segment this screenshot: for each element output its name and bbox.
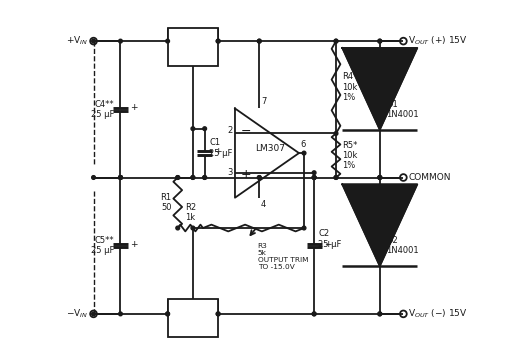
Text: COMMON: COMMON — [409, 173, 451, 182]
Circle shape — [312, 312, 316, 316]
Text: C5**
25 µF: C5** 25 µF — [91, 236, 115, 255]
Circle shape — [334, 39, 338, 43]
Circle shape — [378, 176, 382, 179]
Circle shape — [92, 176, 95, 179]
Circle shape — [312, 176, 316, 179]
Circle shape — [334, 39, 338, 43]
Polygon shape — [342, 48, 417, 130]
Circle shape — [312, 176, 316, 179]
Circle shape — [191, 226, 195, 230]
Circle shape — [176, 226, 179, 230]
Text: C1
25 µF: C1 25 µF — [209, 138, 232, 158]
Text: R2
1k: R2 1k — [185, 203, 196, 222]
Circle shape — [166, 312, 169, 316]
Text: -15: -15 — [185, 49, 201, 58]
Text: OUT: OUT — [200, 32, 216, 41]
Text: C2
25 µF: C2 25 µF — [318, 229, 342, 248]
Circle shape — [334, 132, 338, 135]
Text: GND: GND — [184, 323, 202, 332]
Text: V$_{OUT}$ (−) 15V: V$_{OUT}$ (−) 15V — [409, 308, 468, 320]
Text: LM340T: LM340T — [174, 37, 211, 45]
Text: LM7915CT: LM7915CT — [168, 313, 218, 323]
Bar — [168, 28, 218, 66]
Circle shape — [119, 176, 122, 179]
Text: C4**
25 µF: C4** 25 µF — [91, 100, 115, 119]
Circle shape — [191, 127, 195, 131]
Text: R1
50: R1 50 — [161, 193, 172, 212]
Circle shape — [258, 39, 261, 43]
Circle shape — [216, 312, 220, 316]
Text: GND: GND — [184, 52, 202, 61]
Circle shape — [378, 312, 382, 316]
Circle shape — [258, 39, 261, 43]
Circle shape — [203, 176, 206, 179]
Circle shape — [176, 176, 179, 179]
Circle shape — [203, 176, 206, 179]
Circle shape — [119, 312, 122, 316]
Text: 4: 4 — [261, 200, 266, 209]
Circle shape — [203, 127, 206, 131]
Circle shape — [378, 176, 382, 179]
Circle shape — [378, 312, 382, 316]
Circle shape — [119, 176, 122, 179]
Circle shape — [334, 176, 338, 179]
Text: 3: 3 — [227, 168, 232, 177]
Text: +V$_{IN}$: +V$_{IN}$ — [66, 35, 89, 47]
Text: −: − — [241, 125, 251, 138]
Circle shape — [191, 176, 195, 179]
Circle shape — [216, 39, 220, 43]
Text: R5*
10k
1%: R5* 10k 1% — [342, 141, 357, 170]
Text: −V$_{IN}$: −V$_{IN}$ — [66, 308, 89, 320]
Polygon shape — [342, 184, 417, 266]
Circle shape — [302, 226, 306, 230]
Text: R4*
10k
1%: R4* 10k 1% — [342, 72, 357, 102]
Text: +: + — [130, 240, 138, 248]
Text: 6: 6 — [301, 140, 306, 149]
Circle shape — [378, 39, 382, 43]
Text: +: + — [130, 103, 138, 112]
Circle shape — [176, 176, 179, 179]
Text: +: + — [214, 147, 222, 156]
Circle shape — [119, 39, 122, 43]
Circle shape — [166, 39, 169, 43]
Circle shape — [302, 151, 306, 155]
Text: 2: 2 — [227, 126, 232, 135]
Circle shape — [258, 176, 261, 179]
Circle shape — [191, 176, 195, 179]
Text: 7: 7 — [261, 97, 266, 106]
Text: LM307: LM307 — [256, 143, 285, 153]
Circle shape — [334, 176, 338, 179]
Text: D1
1N4001: D1 1N4001 — [386, 100, 418, 119]
Text: IN: IN — [170, 32, 177, 41]
Circle shape — [92, 39, 95, 43]
Circle shape — [312, 171, 316, 175]
Circle shape — [378, 39, 382, 43]
Circle shape — [216, 312, 220, 316]
Circle shape — [312, 176, 316, 179]
Text: V$_{OUT}$ (+) 15V: V$_{OUT}$ (+) 15V — [409, 35, 468, 47]
Circle shape — [312, 312, 316, 316]
Circle shape — [119, 176, 122, 179]
Circle shape — [92, 312, 95, 316]
Text: +: + — [241, 168, 251, 181]
Text: +: + — [324, 240, 332, 248]
Text: D2
1N4001: D2 1N4001 — [386, 236, 418, 255]
Circle shape — [378, 176, 382, 179]
Text: OUT: OUT — [200, 303, 216, 312]
Circle shape — [258, 176, 261, 179]
Circle shape — [119, 176, 122, 179]
Text: IN: IN — [170, 303, 177, 312]
Text: R3
5k
OUTPUT TRIM
TO -15.0V: R3 5k OUTPUT TRIM TO -15.0V — [258, 243, 308, 270]
Circle shape — [166, 312, 169, 316]
Bar — [168, 299, 218, 338]
Circle shape — [216, 39, 220, 43]
